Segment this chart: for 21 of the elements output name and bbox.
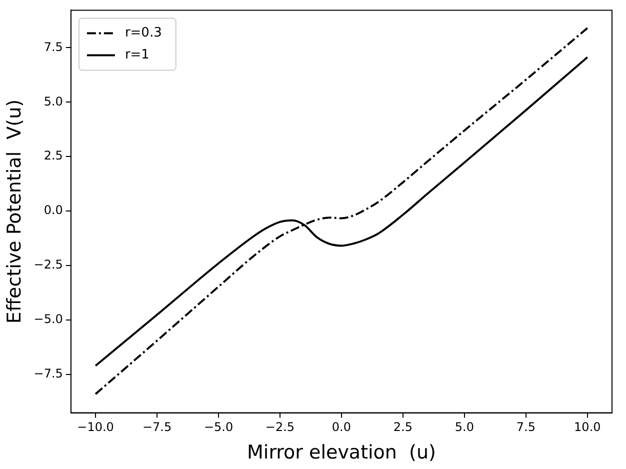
x-tick-label: −5.0 [204, 420, 234, 434]
x-tick-label: −7.5 [142, 420, 172, 434]
y-tick-label: 2.5 [44, 148, 63, 163]
x-tick-label: 2.5 [393, 420, 412, 434]
y-tick-label: −7.5 [34, 366, 63, 381]
x-tick-label: 10.0 [574, 420, 601, 434]
x-axis-title: Mirror elevation (u) [247, 442, 436, 464]
x-tick-label: 0.0 [332, 420, 352, 434]
y-axis-title: Effective Potential V(u) [3, 99, 26, 324]
x-tick-label: −10.0 [77, 420, 114, 434]
x-tick-label: 5.0 [454, 420, 474, 434]
legend-label: r=1 [124, 48, 150, 63]
x-tick-label: 7.5 [516, 420, 536, 434]
y-tick-label: 5.0 [44, 94, 63, 108]
y-tick-label: −2.5 [34, 258, 63, 272]
legend-label: r=0.3 [124, 26, 162, 41]
line-series [94, 27, 588, 396]
y-tick-label: 7.5 [44, 40, 63, 54]
y-tick-label: −5.0 [34, 312, 63, 326]
x-tick-label: −2.5 [265, 420, 295, 434]
y-tick-label: 0.0 [44, 203, 63, 218]
